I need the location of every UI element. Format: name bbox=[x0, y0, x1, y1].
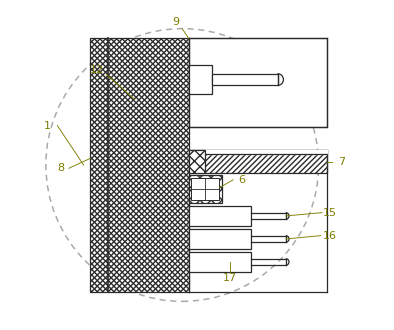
Text: 6: 6 bbox=[238, 175, 245, 185]
Bar bbox=[189, 39, 327, 127]
Bar bbox=[189, 229, 251, 249]
Bar bbox=[189, 252, 251, 272]
Text: 9: 9 bbox=[172, 17, 179, 27]
Text: 1: 1 bbox=[44, 120, 51, 131]
Bar bbox=[90, 39, 189, 291]
Text: 12: 12 bbox=[90, 65, 104, 75]
Text: 8: 8 bbox=[57, 163, 64, 173]
Bar bbox=[189, 150, 327, 173]
Bar bbox=[191, 178, 219, 200]
Bar bbox=[212, 74, 277, 85]
Bar bbox=[189, 175, 222, 203]
Bar bbox=[189, 150, 205, 173]
Text: 16: 16 bbox=[323, 231, 337, 241]
Text: 15: 15 bbox=[323, 208, 337, 218]
Bar bbox=[90, 39, 189, 291]
Bar bbox=[189, 206, 251, 226]
Bar bbox=[189, 150, 205, 173]
Text: 17: 17 bbox=[223, 273, 237, 283]
Bar bbox=[90, 39, 189, 291]
Bar bbox=[189, 175, 222, 203]
Bar bbox=[189, 150, 327, 173]
Text: 7: 7 bbox=[338, 157, 345, 167]
Bar bbox=[189, 65, 212, 94]
